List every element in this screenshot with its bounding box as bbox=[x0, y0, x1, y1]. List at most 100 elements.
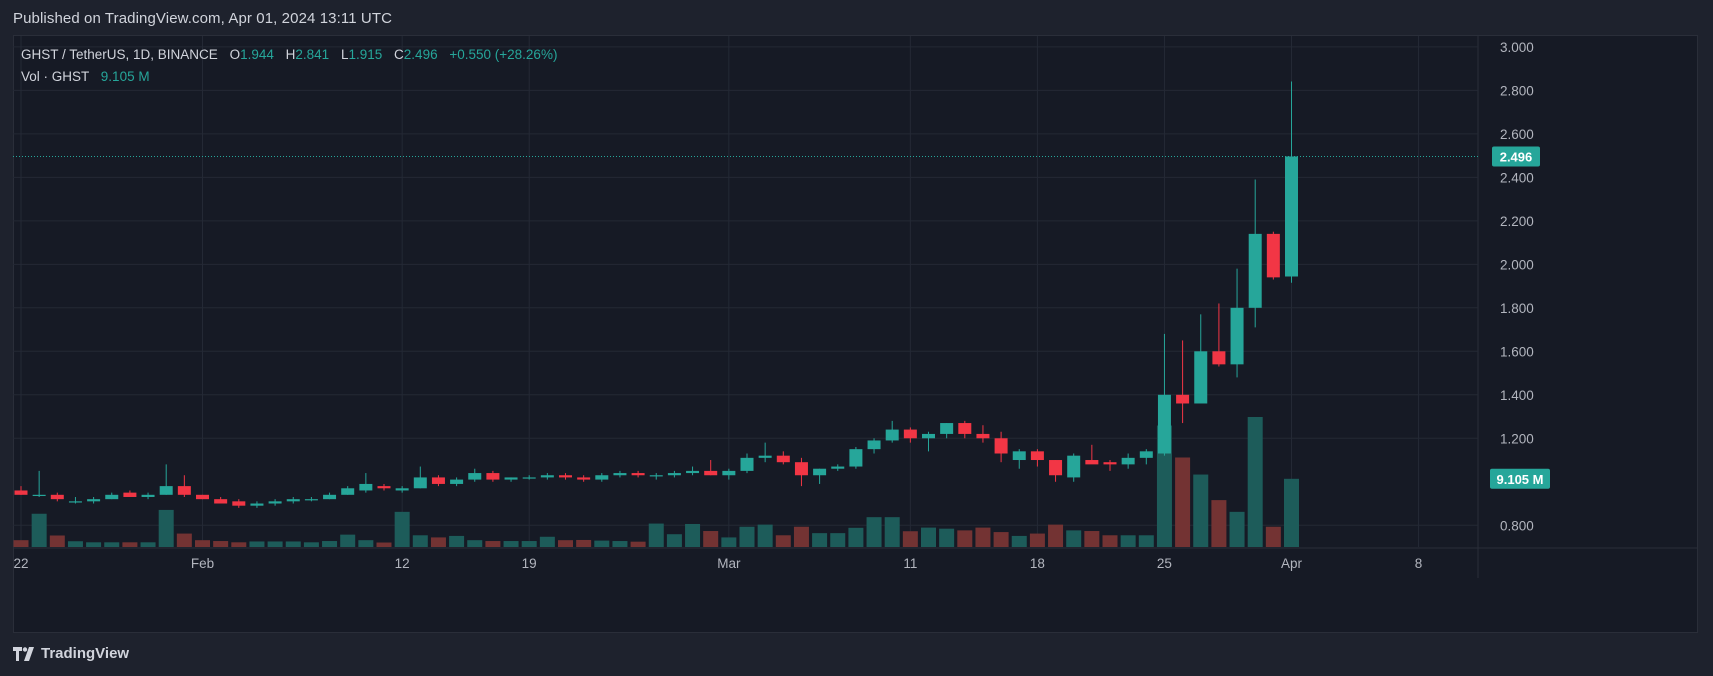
volume-bar bbox=[812, 533, 828, 547]
candle bbox=[286, 496, 300, 504]
volume-bar bbox=[13, 540, 29, 547]
candle-body bbox=[1194, 351, 1208, 404]
candle bbox=[32, 470, 46, 497]
candle bbox=[486, 470, 500, 482]
candle bbox=[540, 473, 554, 480]
candle-body bbox=[1012, 451, 1026, 461]
candle bbox=[849, 446, 863, 469]
candle bbox=[1176, 340, 1190, 424]
volume-bar bbox=[884, 517, 900, 547]
time-axis: 22 Feb 12 19 Mar 11 18 25 Apr 8 bbox=[13, 556, 1422, 571]
candle-body bbox=[522, 477, 536, 479]
candle bbox=[958, 420, 972, 439]
volume-bar bbox=[140, 542, 156, 547]
candle bbox=[304, 496, 318, 502]
candle bbox=[413, 466, 427, 489]
candle-body bbox=[196, 494, 209, 500]
candle-body bbox=[559, 475, 572, 478]
candle-body bbox=[794, 462, 808, 476]
axis-badges: 2.496 9.105 M bbox=[1490, 146, 1550, 489]
volume-badge-text: 9.105 M bbox=[1497, 472, 1544, 487]
candle-body bbox=[1067, 455, 1081, 478]
y-tick-label: 1.400 bbox=[1500, 388, 1534, 403]
volume-bar bbox=[993, 532, 1009, 547]
volume-bar bbox=[576, 539, 592, 547]
candle-body bbox=[976, 433, 990, 439]
volume-bar bbox=[158, 509, 174, 547]
x-tick-label: 11 bbox=[903, 556, 917, 571]
candle bbox=[268, 499, 282, 506]
candle-body bbox=[1085, 460, 1099, 465]
open-label: O bbox=[229, 47, 241, 62]
volume-bar bbox=[1011, 535, 1027, 547]
candle bbox=[323, 492, 337, 500]
candle bbox=[813, 468, 827, 484]
candle bbox=[595, 473, 609, 482]
candle bbox=[1157, 333, 1171, 456]
tradingview-logo[interactable]: TradingView bbox=[13, 645, 129, 662]
volume-bar bbox=[231, 542, 247, 547]
candle bbox=[559, 473, 572, 480]
candle-body bbox=[232, 501, 246, 506]
y-tick-label: 3.000 bbox=[1500, 40, 1534, 55]
volume-bar bbox=[558, 540, 573, 547]
volume-bar bbox=[685, 523, 701, 547]
candle bbox=[1194, 314, 1208, 404]
candle-body bbox=[631, 473, 645, 476]
candle-body bbox=[940, 423, 954, 434]
candle-body bbox=[359, 483, 373, 491]
candle-body bbox=[885, 429, 899, 441]
candle bbox=[341, 486, 355, 495]
candle bbox=[994, 431, 1008, 463]
candle bbox=[1139, 449, 1153, 465]
candle-body bbox=[758, 455, 772, 458]
volume-badge bbox=[1490, 468, 1550, 489]
volume-bar bbox=[394, 511, 410, 547]
volume-bar bbox=[1138, 535, 1154, 547]
candle-body bbox=[704, 470, 718, 476]
candle bbox=[940, 423, 954, 439]
candle bbox=[613, 470, 627, 478]
candle-body bbox=[159, 486, 173, 495]
x-tick-label: 19 bbox=[522, 556, 537, 571]
high-value: 2.841 bbox=[295, 47, 330, 62]
volume-bar bbox=[467, 540, 483, 547]
y-tick-label: 1.200 bbox=[1500, 431, 1534, 446]
candle-body bbox=[1285, 156, 1298, 277]
candle-body bbox=[649, 475, 663, 477]
volume-bar bbox=[775, 535, 791, 547]
volume-bar bbox=[449, 535, 465, 547]
candle bbox=[359, 473, 373, 493]
candle bbox=[1103, 460, 1117, 471]
volume-bar bbox=[1247, 417, 1263, 547]
x-tick-label: 18 bbox=[1030, 556, 1045, 571]
open-value: 1.944 bbox=[240, 47, 274, 62]
volume-bar bbox=[1048, 524, 1064, 547]
x-tick-label: Mar bbox=[717, 556, 741, 571]
candle bbox=[1230, 268, 1244, 378]
candle-body bbox=[1103, 462, 1117, 465]
volume-bar bbox=[921, 527, 936, 547]
candle-body bbox=[958, 423, 972, 434]
volume-bar bbox=[630, 541, 646, 547]
volume-bar bbox=[1029, 533, 1045, 547]
candle-body bbox=[87, 499, 101, 502]
ohlc-row: GHST / TetherUS, 1D, BINANCE O1.944 H2.8… bbox=[21, 44, 557, 66]
volume-bar bbox=[122, 542, 138, 547]
candle bbox=[885, 420, 899, 443]
candle-body bbox=[431, 477, 445, 484]
candle bbox=[1121, 453, 1135, 469]
volume-label[interactable]: Vol · GHST bbox=[21, 69, 90, 84]
candle bbox=[577, 475, 591, 482]
symbol-label[interactable]: GHST / TetherUS, 1D, BINANCE bbox=[21, 47, 218, 62]
tradingview-brand: TradingView bbox=[41, 645, 130, 662]
candle bbox=[504, 477, 518, 482]
volume-bar bbox=[485, 541, 501, 547]
volume-bar bbox=[176, 533, 192, 547]
candle bbox=[649, 473, 663, 480]
candle-body bbox=[32, 494, 46, 497]
volume-bar bbox=[1156, 425, 1172, 547]
candle-body bbox=[686, 470, 700, 474]
volume-bar bbox=[412, 535, 428, 547]
volume-bar bbox=[1265, 526, 1281, 547]
